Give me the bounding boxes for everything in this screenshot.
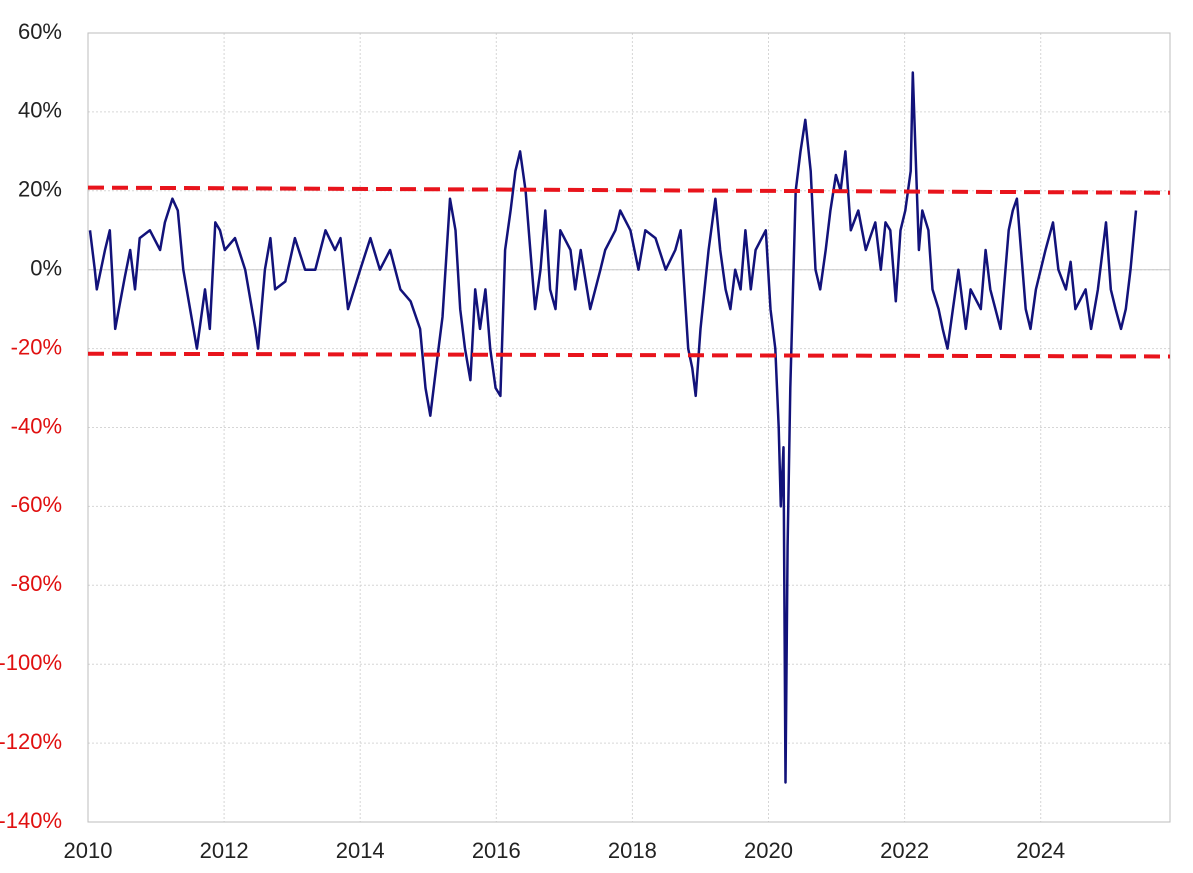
plot-border xyxy=(87,32,1171,823)
y-tick-label: -60% xyxy=(11,492,62,517)
x-tick-label: 2010 xyxy=(64,838,113,863)
y-tick-label: 20% xyxy=(18,177,62,202)
y-tick-label: -20% xyxy=(11,334,62,359)
y-tick-label: 60% xyxy=(18,19,62,44)
x-tick-label: 2012 xyxy=(200,838,249,863)
y-tick-label: -80% xyxy=(11,571,62,596)
data-line xyxy=(88,71,1138,784)
x-tick-label: 2016 xyxy=(472,838,521,863)
y-tick-label: 40% xyxy=(18,98,62,123)
x-tick-label: 2024 xyxy=(1016,838,1065,863)
band-line xyxy=(87,351,1171,359)
y-tick-label: 0% xyxy=(30,256,62,281)
x-tick-label: 2018 xyxy=(608,838,657,863)
y-tick-label: -100% xyxy=(0,650,62,675)
y-tick-label: -40% xyxy=(11,413,62,438)
x-tick-label: 2022 xyxy=(880,838,929,863)
x-tick-label: 2020 xyxy=(744,838,793,863)
y-tick-label: -120% xyxy=(0,729,62,754)
band-line xyxy=(87,185,1171,195)
x-tick-label: 2014 xyxy=(336,838,385,863)
y-tick-label: -140% xyxy=(0,808,62,833)
